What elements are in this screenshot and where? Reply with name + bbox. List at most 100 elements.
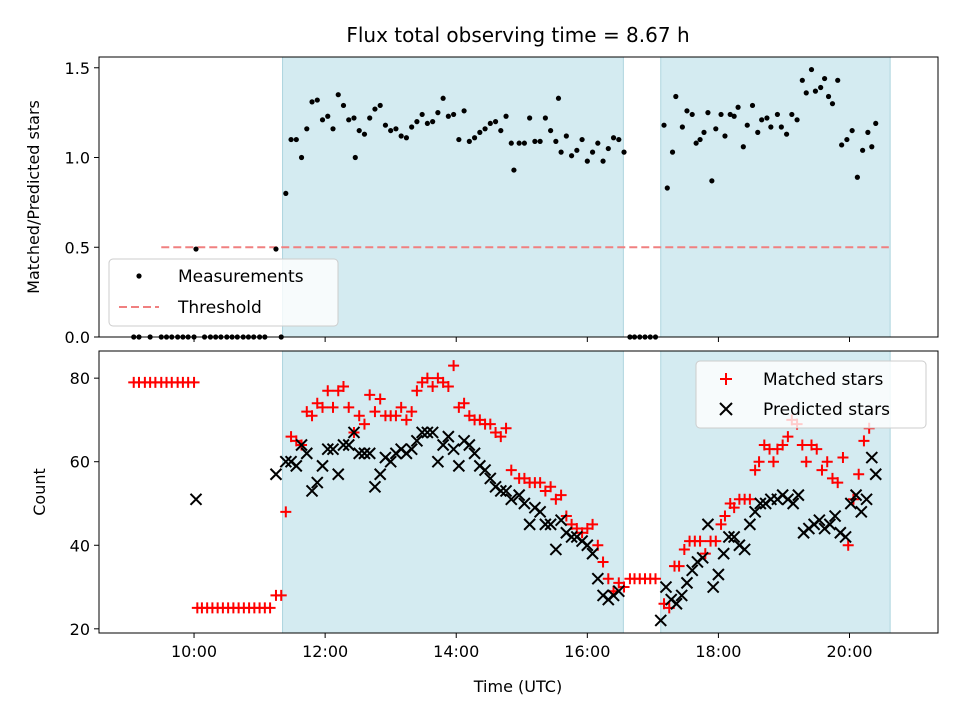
- bottom-y-axis-label: Count: [30, 468, 49, 516]
- predicted-point-85: [754, 497, 767, 510]
- measurement-point-66: [492, 119, 499, 125]
- predicted-point-29: [421, 426, 434, 439]
- matched-point-51: [395, 401, 407, 413]
- measurement-point-76: [542, 115, 548, 121]
- measurement-point-122: [764, 115, 770, 121]
- measurement-point-74: [532, 138, 538, 144]
- predicted-point-82: [738, 543, 751, 556]
- measurement-point-95: [637, 334, 643, 340]
- measurement-point-36: [340, 102, 347, 109]
- predicted-point-75: [701, 518, 715, 531]
- measurement-point-137: [835, 77, 841, 83]
- measurement-point-59: [456, 136, 462, 143]
- predicted-point-60: [586, 547, 599, 560]
- bottom-y-tick-label-3: 80: [70, 369, 90, 388]
- measurement-point-93: [627, 334, 633, 340]
- matched-point-40: [337, 381, 349, 393]
- predicted-point-51: [539, 518, 552, 531]
- predicted-point-5: [295, 438, 308, 452]
- top-axes-frame: [98, 56, 939, 338]
- matched-point-43: [353, 410, 365, 422]
- matched-point-50: [390, 410, 402, 422]
- matched-point-112: [719, 510, 731, 522]
- top-y-axis-label: Matched/Predicted stars: [24, 100, 43, 294]
- measurement-point-83: [574, 147, 580, 153]
- measurement-point-100: [664, 185, 670, 191]
- measurement-point-17: [234, 334, 240, 340]
- predicted-point-16: [353, 447, 366, 460]
- measurement-point-118: [744, 122, 750, 128]
- matched-point-56: [421, 372, 433, 384]
- predicted-point-74: [696, 551, 709, 565]
- bottom-axes-frame: [98, 350, 939, 634]
- legend-measurements-marker: [136, 273, 142, 279]
- measurement-point-37: [346, 117, 352, 123]
- measurement-point-68: [503, 113, 509, 119]
- matched-point-129: [800, 456, 812, 468]
- predicted-point-37: [463, 438, 476, 452]
- measurement-point-144: [869, 144, 875, 150]
- measurement-point-121: [759, 117, 765, 123]
- measurement-point-139: [844, 136, 850, 143]
- measurement-point-50: [409, 124, 415, 130]
- predicted-point-61: [591, 572, 605, 585]
- measurement-point-90: [610, 135, 617, 141]
- predicted-point-71: [680, 576, 694, 590]
- matched-point-63: [458, 397, 470, 409]
- predicted-point-83: [743, 518, 757, 531]
- measurement-point-70: [511, 167, 517, 173]
- predicted-point-53: [549, 543, 563, 556]
- predicted-point-1: [269, 468, 283, 481]
- matched-point-137: [842, 539, 854, 551]
- predicted-point-28: [415, 426, 429, 439]
- bottom-y-tick-label-1: 40: [70, 536, 90, 555]
- measurement-point-125: [778, 124, 784, 130]
- matched-point-36: [317, 401, 329, 413]
- measurement-point-75: [537, 138, 543, 144]
- matched-point-37: [322, 385, 334, 397]
- matched-point-29: [280, 506, 292, 518]
- matched-point-140: [858, 435, 870, 447]
- top-legend: Measurements Threshold: [108, 258, 339, 327]
- measurement-point-130: [803, 90, 809, 96]
- measurement-point-48: [398, 133, 404, 139]
- measurement-point-46: [388, 127, 394, 134]
- predicted-point-18: [363, 447, 376, 460]
- measurement-point-101: [669, 149, 676, 155]
- predicted-point-84: [748, 505, 762, 519]
- matched-point-89: [597, 556, 609, 568]
- matched-point-107: [694, 535, 706, 547]
- matched-point-117: [744, 493, 756, 505]
- measurement-point-47: [393, 126, 399, 132]
- measurement-point-127: [789, 111, 795, 118]
- predicted-point-40: [478, 463, 492, 477]
- measurement-point-77: [548, 127, 554, 134]
- matched-point-26: [264, 602, 276, 614]
- top-y-tick-label-2: 1.0: [65, 149, 90, 168]
- measurement-point-103: [679, 124, 685, 130]
- x-tick-label-1: 12:00: [302, 642, 348, 661]
- predicted-point-26: [405, 442, 418, 456]
- measurement-point-131: [808, 66, 815, 73]
- predicted-point-38: [468, 447, 481, 460]
- matched-point-125: [782, 431, 794, 443]
- predicted-point-96: [813, 513, 826, 527]
- matched-point-122: [767, 456, 779, 468]
- top-y-tick-label-3: 1.5: [65, 59, 90, 78]
- measurement-point-143: [865, 129, 871, 135]
- measurement-point-20: [251, 334, 257, 340]
- matched-point-138: [847, 493, 859, 505]
- measurement-point-97: [647, 334, 653, 340]
- measurement-point-109: [705, 110, 711, 116]
- measurement-point-24: [278, 334, 284, 340]
- measurement-point-105: [689, 111, 695, 118]
- predicted-point-45: [505, 493, 518, 506]
- measurement-point-51: [414, 119, 420, 125]
- matched-point-54: [411, 385, 423, 397]
- measurement-point-33: [325, 113, 331, 119]
- predicted-point-11: [326, 442, 340, 456]
- measurement-point-56: [440, 95, 446, 101]
- measurement-point-22: [262, 334, 268, 340]
- matched-point-61: [448, 360, 460, 372]
- predicted-point-91: [786, 497, 800, 510]
